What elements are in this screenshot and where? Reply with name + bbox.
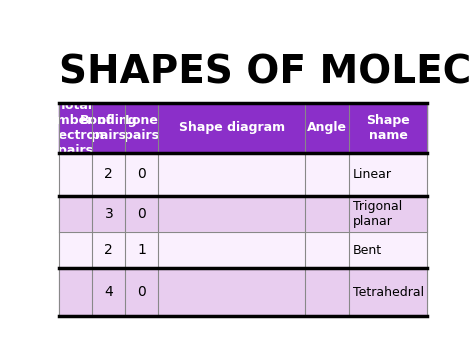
- Bar: [158, 103, 305, 153]
- Text: 0: 0: [137, 285, 146, 299]
- Bar: [349, 268, 427, 316]
- Bar: [349, 196, 427, 232]
- Bar: [92, 153, 125, 196]
- Bar: [125, 153, 158, 196]
- Bar: [125, 232, 158, 268]
- Text: 1: 1: [137, 243, 146, 257]
- Bar: [305, 153, 349, 196]
- Bar: [158, 268, 305, 316]
- Text: 2: 2: [104, 243, 113, 257]
- Bar: [305, 232, 349, 268]
- Bar: [158, 196, 305, 232]
- Text: Bent: Bent: [353, 244, 382, 257]
- Text: 3: 3: [104, 207, 113, 221]
- Bar: [59, 268, 92, 316]
- Bar: [125, 268, 158, 316]
- Bar: [59, 43, 427, 103]
- Text: Bonding
pairs: Bonding pairs: [80, 114, 137, 142]
- Bar: [305, 268, 349, 316]
- Text: Tetrahedral: Tetrahedral: [353, 286, 424, 299]
- Text: Total
number of
electron
pairs: Total number of electron pairs: [39, 99, 112, 157]
- Text: 4: 4: [104, 285, 113, 299]
- Text: SHAPES OF MOLECULES: SHAPES OF MOLECULES: [59, 54, 474, 92]
- Text: Trigonal
planar: Trigonal planar: [353, 200, 402, 228]
- Bar: [305, 196, 349, 232]
- Bar: [158, 153, 305, 196]
- Text: 0: 0: [137, 167, 146, 181]
- Text: Lone
pairs: Lone pairs: [124, 114, 159, 142]
- Bar: [92, 103, 125, 153]
- Text: Angle: Angle: [308, 121, 347, 134]
- Bar: [92, 196, 125, 232]
- Bar: [59, 196, 92, 232]
- Bar: [59, 103, 92, 153]
- Bar: [349, 153, 427, 196]
- Bar: [305, 103, 349, 153]
- Bar: [59, 232, 92, 268]
- Text: 0: 0: [137, 207, 146, 221]
- Bar: [59, 153, 92, 196]
- Bar: [125, 103, 158, 153]
- Bar: [125, 196, 158, 232]
- Bar: [349, 232, 427, 268]
- Bar: [92, 268, 125, 316]
- Bar: [158, 232, 305, 268]
- Text: Shape diagram: Shape diagram: [179, 121, 285, 134]
- Text: Linear: Linear: [353, 168, 392, 181]
- Text: 2: 2: [104, 167, 113, 181]
- Bar: [92, 232, 125, 268]
- Bar: [349, 103, 427, 153]
- Text: Shape
name: Shape name: [366, 114, 410, 142]
